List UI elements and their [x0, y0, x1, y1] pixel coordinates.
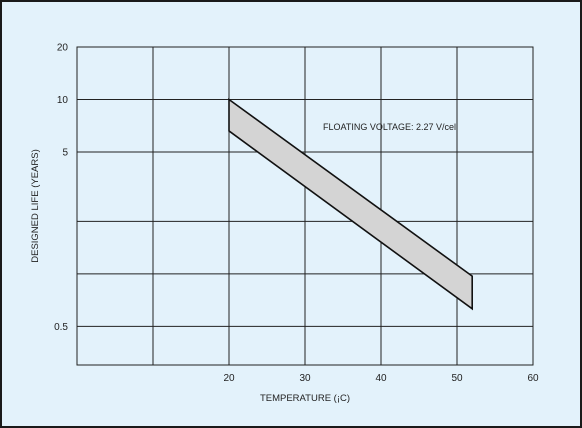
y-axis-label: DESIGNED LIFE (YEARS): [30, 149, 41, 263]
x-tick-label: 20: [223, 373, 235, 384]
y-tick-label: 10: [57, 95, 69, 106]
y-tick-label: 20: [57, 43, 69, 54]
y-tick-label: 0.5: [54, 322, 68, 333]
y-tick-label: 5: [62, 147, 68, 158]
x-tick-label: 30: [299, 373, 311, 384]
floating-voltage-annotation: FLOATING VOLTAGE: 2.27 V/cell: [323, 122, 458, 132]
x-tick-label: 50: [451, 373, 463, 384]
x-tick-label: 40: [375, 373, 387, 384]
tick-label-layer: 20 30 40 50 60 0.5 5 10 20: [54, 43, 539, 385]
x-axis-label: TEMPERATURE (¡C): [260, 393, 350, 404]
band-layer: [228, 97, 474, 311]
x-tick-label: 60: [527, 373, 539, 384]
designed-life-band: [228, 97, 474, 311]
grid-layer: [76, 46, 534, 366]
